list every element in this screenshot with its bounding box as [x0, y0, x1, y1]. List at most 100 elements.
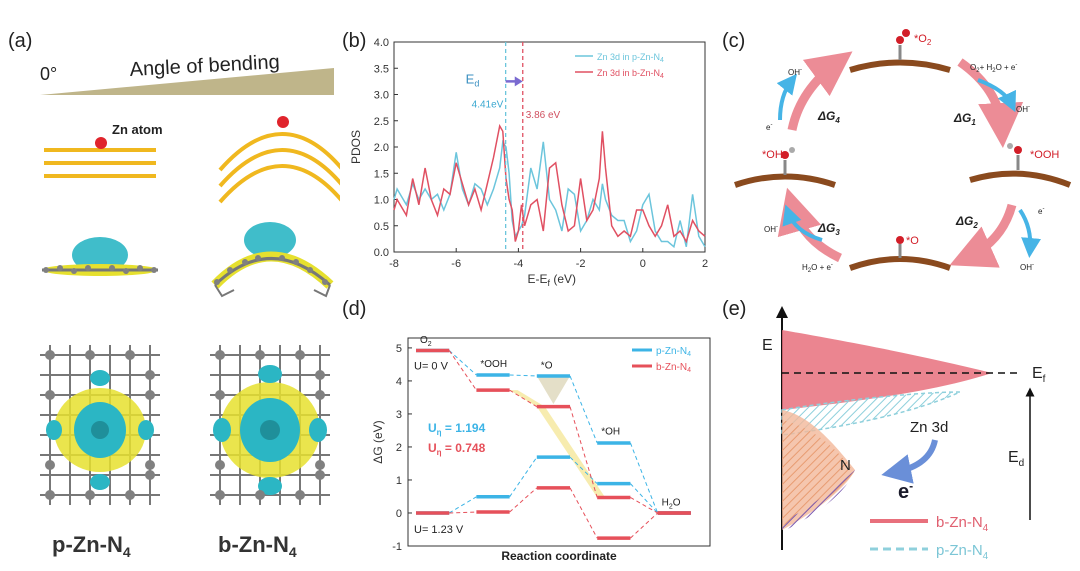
panel-c-cycle: *O2 *OOH *O *OH ΔG1 ΔG2 ΔG3 ΔG4 O2+ H2O … — [734, 29, 1072, 274]
dg-frame — [407, 337, 711, 547]
panel-label-b: (b) — [342, 30, 367, 52]
e-minus-4: e- — [766, 122, 772, 132]
pdos-ytick-label: 3.5 — [374, 63, 389, 75]
dg-connector — [569, 406, 598, 498]
pdos-ytick-label: 2.5 — [374, 116, 389, 128]
pdos-series-line — [393, 139, 706, 249]
arrow-step4 — [787, 51, 853, 131]
dg-ytick-label: 0 — [396, 508, 402, 520]
dos-b-zn-n4-peak — [782, 330, 992, 410]
dg-connector — [569, 487, 598, 539]
energy-axis-label: E — [762, 337, 773, 354]
dg-connector — [448, 496, 477, 514]
dg-connector — [509, 389, 538, 408]
pdos-xtick-label: -8 — [389, 258, 399, 270]
pdos-legend-label: Zn 3d in b-Zn-N4 — [597, 68, 664, 80]
pdos-ytick-label: 3.0 — [374, 90, 389, 102]
pdos-xtick-label: 0 — [640, 258, 646, 270]
pdos-ytick-label: 1.5 — [374, 168, 389, 180]
pdos-ytick-label: 0.5 — [374, 221, 389, 233]
dg-step-label: *OH — [601, 426, 620, 437]
pdos-xtick-label: -4 — [514, 258, 524, 270]
panel-label-c: (c) — [722, 30, 746, 52]
panel-label-a: (a) — [8, 30, 33, 52]
dg-ytick-label: 3 — [396, 409, 402, 421]
oh-minus-3: OH- — [764, 224, 778, 234]
dos-p-zn-n4-peak — [781, 391, 961, 436]
pdos-ytick-label: 1.0 — [374, 195, 389, 207]
n-label: N — [840, 457, 851, 474]
slab-left — [734, 147, 836, 188]
planar-sheets — [44, 148, 156, 178]
dg-connector — [630, 483, 658, 514]
dg-connector — [629, 442, 659, 514]
arrow-step2 — [949, 203, 1017, 268]
pdos-xtick-label: -2 — [576, 258, 586, 270]
charge-density-planar-side — [42, 237, 158, 276]
dg-step-label: O2 — [420, 335, 432, 348]
dg-xlabel: Reaction coordinate — [501, 549, 617, 563]
dg-connector — [448, 350, 477, 376]
charge-density-bent-side — [211, 222, 334, 298]
charge-density-planar-top — [40, 345, 160, 505]
e-minus-2: e- — [1038, 206, 1044, 216]
legend-p-label: p-Zn-N4 — [936, 542, 989, 562]
bending-angle-wedge — [40, 68, 334, 95]
panel-b-chart: 0.0 0.5 1.0 1.5 2.0 2.5 3.0 3.5 4.0 -8 -6 -4 -2 0 2 E-E… — [349, 37, 708, 288]
dg-connector — [569, 375, 598, 444]
annot-b-value: 3.86 eV — [526, 110, 561, 121]
charge-density-bent-top — [210, 345, 330, 505]
arrow-oh-release-3 — [782, 204, 823, 242]
fermi-level-label: Ef — [1032, 365, 1046, 385]
pdos-series-line — [393, 123, 706, 244]
oh-minus-2: OH- — [1020, 262, 1034, 272]
label-o-state: *O — [906, 235, 919, 247]
panel-label-e: (e) — [722, 298, 747, 320]
dg-step-label: *O — [541, 360, 553, 371]
pdos-xtick-label: -6 — [451, 258, 461, 270]
pdos-xtick-label: 2 — [702, 258, 708, 270]
angle-start-label: 0° — [40, 64, 57, 84]
dg-connector — [509, 456, 538, 498]
panel-label-d: (d) — [342, 298, 367, 320]
label-oh-state: *OH — [762, 149, 783, 161]
dg-step-label: *OOH — [480, 359, 507, 370]
pdos-ylabel: PDOS — [349, 130, 363, 164]
dg-connector — [630, 497, 658, 514]
zn-atom-bent — [277, 116, 289, 128]
dos-n-states-purple — [782, 470, 855, 532]
dg-legend-label: p-Zn-N4 — [656, 346, 691, 358]
electron-label: e- — [898, 479, 913, 503]
arrow-oh-release-2 — [1018, 208, 1042, 258]
rds-cone — [536, 375, 571, 405]
zn-atom-planar — [95, 137, 107, 149]
arrow-step1 — [957, 58, 1024, 148]
ueta-p-label: Uη = 1.194 — [428, 421, 486, 437]
annot-p-value: 4.41eV — [472, 100, 504, 111]
dg-ytick-label: 1 — [396, 475, 402, 487]
pdos-ytick-label: 4.0 — [374, 37, 389, 49]
oh-minus-4: OH- — [788, 67, 802, 77]
dg-ytick-label: 4 — [396, 376, 402, 388]
pdos-ytick-label: 2.0 — [374, 142, 389, 154]
dos-n-states-hatch — [782, 420, 854, 526]
pdos-xlabel: E-Ef (eV) — [528, 272, 577, 288]
label-planar: p-Zn-N4 — [52, 532, 131, 560]
dg1-label: ΔG1 — [953, 111, 976, 127]
panel-d-chart: -1 0 1 2 3 4 5 Reaction coordinate ΔG (eV) O2 *OOH… — [371, 335, 711, 563]
rds-highlight — [509, 390, 606, 498]
dg4-label: ΔG4 — [817, 109, 840, 125]
electron-transfer-arrow — [881, 439, 938, 484]
dg-connector — [569, 456, 598, 484]
slab-bottom — [848, 236, 952, 271]
arrow-oh-release-1 — [977, 78, 1016, 113]
dg-step-label: H2O — [662, 498, 681, 511]
ed-label: Ed — [1008, 449, 1024, 469]
dg3-label: ΔG3 — [817, 221, 840, 237]
u0-label: U= 0 V — [414, 360, 449, 372]
dg2-label: ΔG2 — [955, 214, 978, 230]
pdos-legend-label: Zn 3d in p-Zn-N4 — [597, 52, 664, 64]
dg-connector — [630, 512, 658, 539]
ed-label: Ed — [466, 71, 480, 88]
dg-ytick-label: 2 — [396, 442, 402, 454]
